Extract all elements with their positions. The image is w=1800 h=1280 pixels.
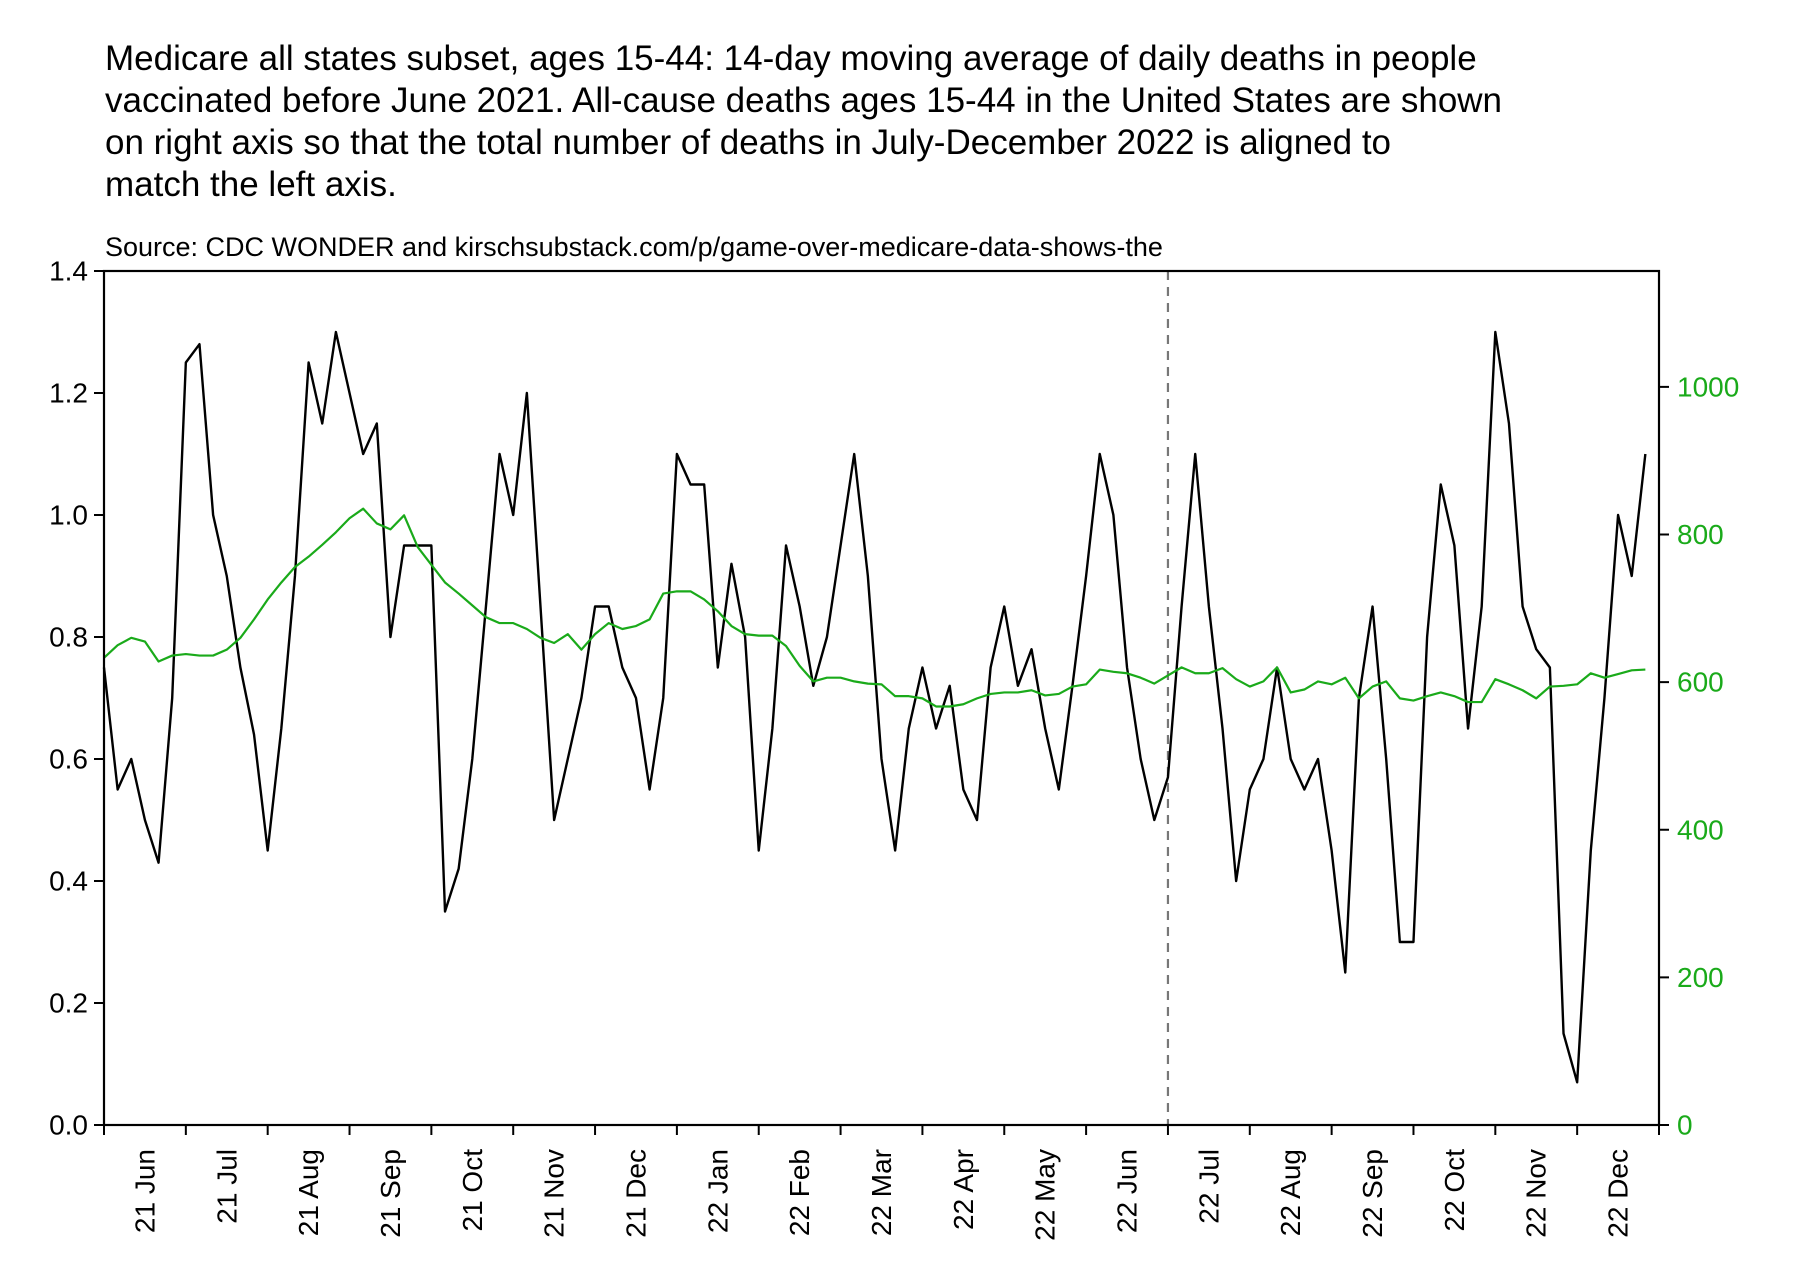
y2-tick-label: 600 bbox=[1677, 667, 1724, 698]
chart-title: match the left axis. bbox=[105, 165, 397, 204]
data-line bbox=[102, 330, 1647, 1084]
y2-tick-label: 1000 bbox=[1677, 371, 1739, 402]
y2-tick-label: 0 bbox=[1677, 1110, 1693, 1141]
plot-frame bbox=[102, 269, 1661, 1127]
x-tick-label: 21 Aug bbox=[293, 1149, 324, 1236]
x-tick-label: 21 Jul bbox=[211, 1149, 242, 1224]
x-tick-label: 22 Apr bbox=[948, 1149, 979, 1230]
y-tick-label: 1.2 bbox=[49, 378, 88, 409]
x-tick-label: 22 Jan bbox=[702, 1149, 733, 1233]
x-tick-label: 22 Jul bbox=[1193, 1149, 1224, 1224]
y-tick-label: 1.0 bbox=[49, 500, 88, 531]
y2-tick-label: 200 bbox=[1677, 962, 1724, 993]
x-tick-label: 22 Oct bbox=[1439, 1149, 1470, 1232]
x-tick-label: 22 Feb bbox=[784, 1149, 815, 1236]
y-tick-label: 0.8 bbox=[49, 622, 88, 653]
x-tick-label: 21 Jun bbox=[129, 1149, 160, 1233]
x-tick-label: 22 Dec bbox=[1603, 1149, 1634, 1238]
x-tick-label: 21 Nov bbox=[539, 1149, 570, 1238]
y-tick-label: 0.0 bbox=[49, 1110, 88, 1141]
y-tick-label: 0.4 bbox=[49, 866, 88, 897]
y-tick-label: 1.4 bbox=[49, 256, 88, 287]
x-tick-label: 22 Aug bbox=[1275, 1149, 1306, 1236]
chart-title: Medicare all states subset, ages 15-44: … bbox=[105, 39, 1477, 78]
x-tick-label: 21 Sep bbox=[375, 1149, 406, 1238]
x-tick-label: 22 Jun bbox=[1112, 1149, 1143, 1233]
y2-tick-label: 400 bbox=[1677, 814, 1724, 845]
data-line bbox=[103, 507, 1646, 708]
x-tick-label: 21 Dec bbox=[620, 1149, 651, 1238]
chart-title: vaccinated before June 2021. All-cause d… bbox=[105, 81, 1502, 120]
x-tick-label: 22 Mar bbox=[866, 1149, 897, 1236]
chart-title: on right axis so that the total number o… bbox=[105, 123, 1391, 162]
x-tick-label: 22 Sep bbox=[1357, 1149, 1388, 1238]
x-tick-label: 21 Oct bbox=[457, 1149, 488, 1232]
y2-tick-label: 800 bbox=[1677, 519, 1724, 550]
y-tick-label: 0.2 bbox=[49, 988, 88, 1019]
y-tick-label: 0.6 bbox=[49, 744, 88, 775]
x-tick-label: 22 Nov bbox=[1521, 1149, 1552, 1238]
x-tick-label: 22 May bbox=[1030, 1149, 1061, 1241]
chart-subtitle: Source: CDC WONDER and kirschsubstack.co… bbox=[105, 232, 1163, 262]
